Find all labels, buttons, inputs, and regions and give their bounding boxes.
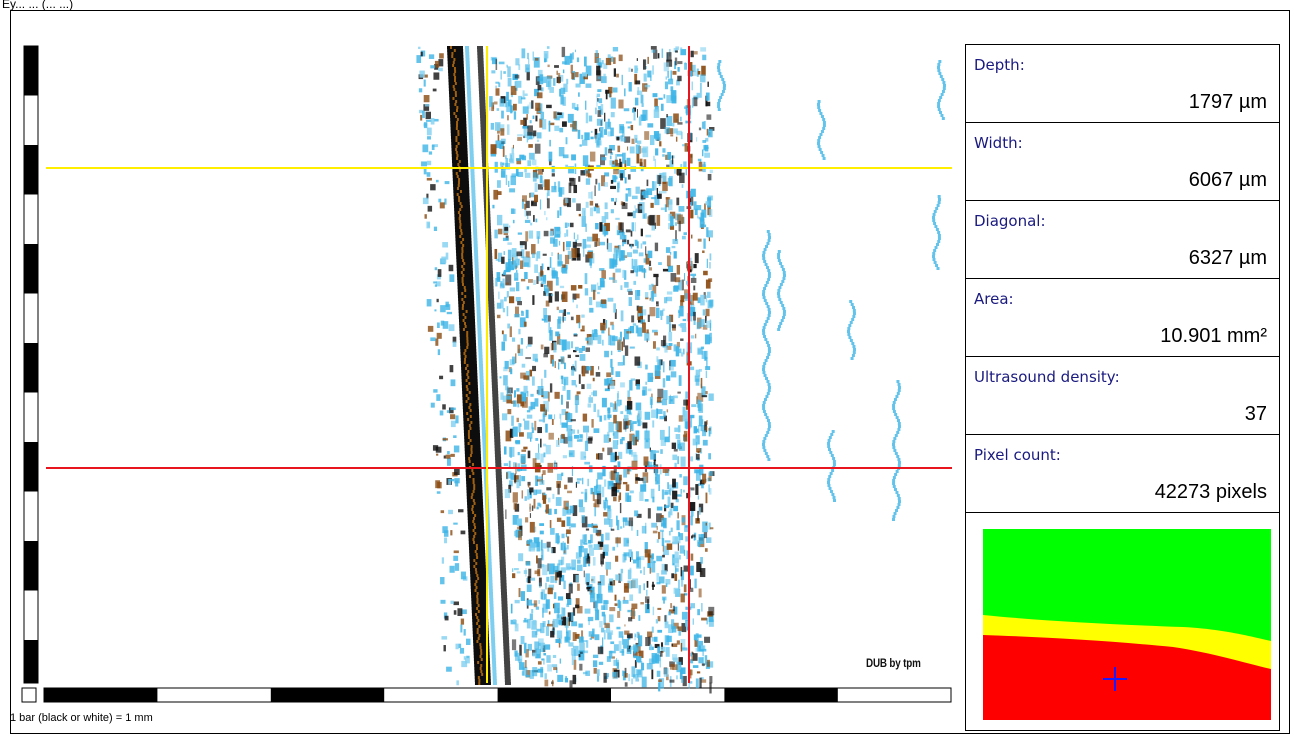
ruler-segment bbox=[24, 640, 38, 683]
vertical-scale-ruler bbox=[23, 45, 39, 684]
ruler-segment bbox=[24, 442, 38, 492]
metric-pixel-count: Pixel count: 42273 pixels bbox=[966, 435, 1279, 513]
metric-label: Ultrasound density: bbox=[974, 368, 1120, 386]
horizontal-scale-ruler bbox=[21, 687, 952, 703]
position-minimap[interactable] bbox=[983, 529, 1271, 725]
ruler-segment bbox=[724, 688, 838, 702]
minimap-lower-region bbox=[983, 635, 1271, 720]
window-title: Ey... ... (... ...) bbox=[2, 0, 74, 10]
metric-label: Width: bbox=[974, 134, 1023, 152]
metric-label: Area: bbox=[974, 290, 1014, 308]
ruler-segment bbox=[497, 688, 611, 702]
metric-label: Depth: bbox=[974, 56, 1025, 74]
crosshair-icon bbox=[1103, 667, 1127, 691]
metric-label: Diagonal: bbox=[974, 212, 1046, 230]
ruler-segment bbox=[24, 46, 38, 96]
metric-value: 37 bbox=[1244, 403, 1267, 425]
metric-label: Pixel count: bbox=[974, 446, 1061, 464]
ultrasound-scan-view[interactable] bbox=[0, 0, 960, 735]
measurement-panel: Depth: 1797 µm Width: 6067 µm Diagonal: … bbox=[965, 44, 1280, 731]
ultrasound-echo-pattern bbox=[416, 46, 946, 694]
ruler-segment bbox=[24, 343, 38, 393]
metric-depth: Depth: 1797 µm bbox=[966, 45, 1279, 123]
metric-value: 6327 µm bbox=[1188, 247, 1267, 269]
metric-value: 1797 µm bbox=[1188, 91, 1267, 113]
metric-diagonal: Diagonal: 6327 µm bbox=[966, 201, 1279, 279]
metric-value: 42273 pixels bbox=[1154, 481, 1267, 503]
ruler-segment bbox=[24, 145, 38, 195]
watermark-label: DUB by tpm bbox=[866, 656, 921, 670]
ruler-origin-box bbox=[21, 687, 37, 703]
metric-value: 10.901 mm² bbox=[1160, 325, 1267, 347]
ruler-segment bbox=[44, 688, 158, 702]
ruler-segment bbox=[270, 688, 385, 702]
metric-width: Width: 6067 µm bbox=[966, 123, 1279, 201]
ruler-segment bbox=[24, 244, 38, 294]
ruler-segment bbox=[24, 541, 38, 591]
metric-value: 6067 µm bbox=[1188, 169, 1267, 191]
metric-area: Area: 10.901 mm² bbox=[966, 279, 1279, 357]
metric-ultrasound-density: Ultrasound density: 37 bbox=[966, 357, 1279, 435]
scale-caption: 1 bar (black or white) = 1 mm bbox=[10, 712, 153, 724]
